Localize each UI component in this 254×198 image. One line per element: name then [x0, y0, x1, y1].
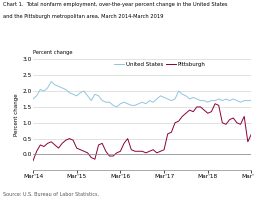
- Pittsburgh: [108, 155, 111, 157]
- United States: [250, 99, 253, 102]
- United States: [228, 99, 231, 102]
- Pittsburgh: [83, 150, 86, 152]
- Pittsburgh: [148, 150, 151, 152]
- Line: United States: United States: [33, 82, 251, 107]
- Legend: United States, Pittsburgh: United States, Pittsburgh: [114, 62, 205, 67]
- Pittsburgh: [214, 103, 217, 105]
- Pittsburgh: [250, 133, 253, 135]
- Pittsburgh: [75, 147, 78, 149]
- United States: [155, 98, 158, 100]
- Pittsburgh: [225, 123, 228, 126]
- Text: and the Pittsburgh metropolitan area, March 2014-March 2019: and the Pittsburgh metropolitan area, Ma…: [3, 14, 163, 19]
- Line: Pittsburgh: Pittsburgh: [33, 104, 251, 161]
- United States: [50, 80, 53, 83]
- Pittsburgh: [163, 148, 166, 151]
- Text: Percent change: Percent change: [33, 50, 73, 55]
- Text: Chart 1.  Total nonfarm employment, over-the-year percent change in the United S: Chart 1. Total nonfarm employment, over-…: [3, 2, 227, 7]
- United States: [170, 99, 173, 102]
- United States: [112, 104, 115, 107]
- Pittsburgh: [31, 160, 35, 162]
- United States: [115, 106, 118, 108]
- United States: [79, 91, 82, 94]
- United States: [86, 95, 89, 97]
- Text: Source: U.S. Bureau of Labor Statistics.: Source: U.S. Bureau of Labor Statistics.: [3, 192, 99, 197]
- United States: [31, 98, 35, 100]
- Y-axis label: Percent change: Percent change: [14, 93, 20, 136]
